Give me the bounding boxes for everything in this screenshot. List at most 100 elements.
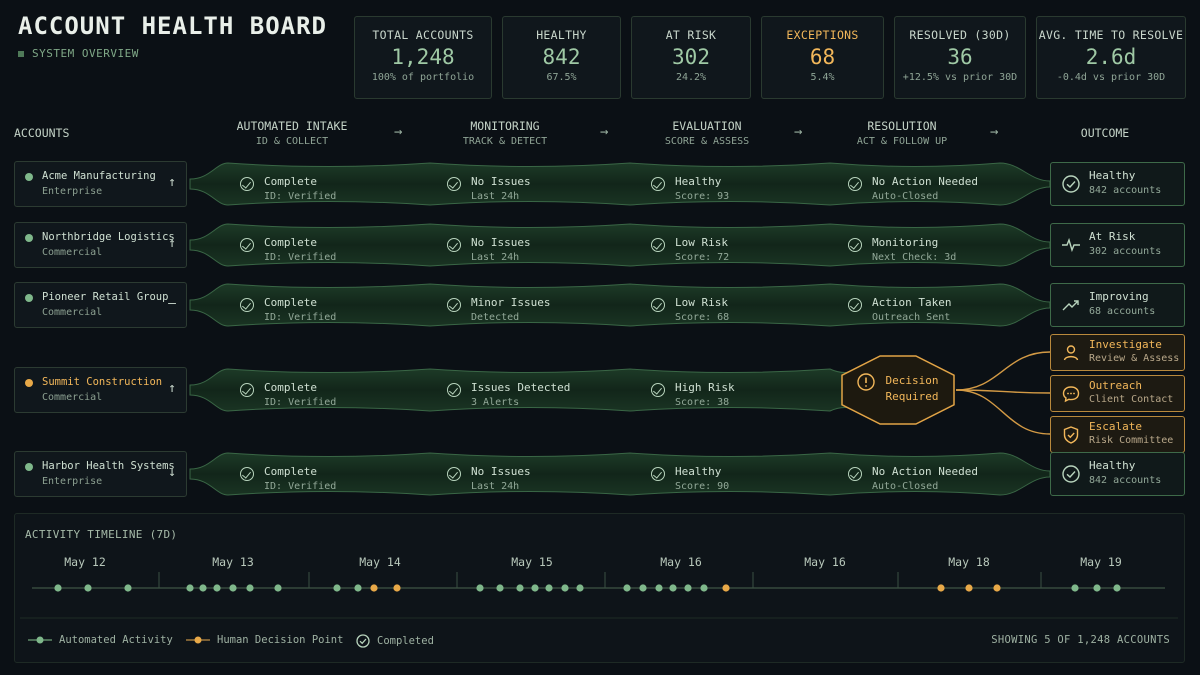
stat-label: TOTAL ACCOUNTS [372,28,474,42]
step-cell[interactable]: Low Risk Score: 72 [651,232,831,266]
outcome-card[interactable]: Improving 68 accounts [1050,283,1185,327]
account-card[interactable]: Pioneer Retail Group Commercial — [14,282,187,328]
decision-connector [955,389,1051,394]
step-cell[interactable]: Complete ID: Verified [240,232,420,266]
outcome-card[interactable]: At Risk 302 accounts [1050,223,1185,267]
outcome-label: Improving [1089,290,1149,303]
stage-sub: ACT & FOLLOW UP [856,136,948,147]
automated-activity-dot [655,584,663,592]
status-dot [25,379,33,387]
status-dot [25,294,33,302]
stat-exceptions[interactable]: EXCEPTIONS 68 5.4% [761,16,884,99]
stat-at-risk[interactable]: AT RISK 302 24.2% [631,16,751,99]
account-name: Acme Manufacturing [42,170,156,182]
stage-header-outcome: OUTCOME [1050,126,1160,141]
step-status: No Issues [471,236,531,249]
step-cell[interactable]: No Action Needed Auto-Closed [848,461,1028,495]
chat-bubble-icon [1061,384,1081,404]
legend-completed: Completed [356,634,434,648]
automated-activity-dot [639,584,647,592]
step-cell[interactable]: Issues Detected 3 Alerts [447,377,627,411]
account-card[interactable]: Acme Manufacturing Enterprise ↑ [14,161,187,207]
step-status: Healthy [675,175,722,188]
step-status: Healthy [675,465,722,478]
step-cell[interactable]: Minor Issues Detected [447,292,627,326]
decision-option-escalate[interactable]: Escalate Risk Committee [1050,416,1185,453]
stage-sub: TRACK & DETECT [462,136,548,147]
arrow-up-icon: ↑ [168,236,176,251]
step-cell[interactable]: Complete ID: Verified [240,461,420,495]
account-name: Summit Construction [42,376,163,388]
step-detail: Score: 68 [675,312,730,323]
stat-value: 36 [947,45,973,69]
step-cell[interactable]: Healthy Score: 90 [651,461,831,495]
stage-name: AUTOMATED INTAKE [236,119,348,133]
step-status: Complete [264,175,317,188]
option-detail: Client Contact [1089,394,1174,405]
step-detail: Next Check: 3d [872,252,957,263]
step-cell[interactable]: Healthy Score: 93 [651,171,831,205]
step-cell[interactable]: Complete ID: Verified [240,171,420,205]
decision-option-outreach[interactable]: Outreach Client Contact [1050,375,1185,412]
step-cell[interactable]: High Risk Score: 38 [651,377,831,411]
stat-value: 1,248 [391,45,455,69]
decision-option-investigate[interactable]: Investigate Review & Assess [1050,334,1185,371]
step-detail: ID: Verified [264,191,337,202]
step-cell[interactable]: No Issues Last 24h [447,171,627,205]
outcome-card[interactable]: Healthy 842 accounts [1050,452,1185,496]
automated-activity-dot [229,584,237,592]
step-cell[interactable]: No Action Needed Auto-Closed [848,171,1028,205]
decision-line-1: Decision [885,374,939,387]
stat-sub: 67.5% [546,72,577,83]
account-card[interactable]: Northbridge Logistics Commercial ↑ [14,222,187,268]
stat-label: AT RISK [665,28,717,42]
check-circle-icon [848,298,862,312]
outcome-card[interactable]: Healthy 842 accounts [1050,162,1185,206]
automated-activity-dot [54,584,62,592]
account-card[interactable]: Harbor Health Systems Enterprise ↓ [14,451,187,497]
stat-label: RESOLVED (30D) [909,28,1011,42]
account-name: Pioneer Retail Group [42,291,169,303]
option-label: Escalate [1089,420,1142,433]
stat-total-accounts[interactable]: TOTAL ACCOUNTS 1,248 100% of portfolio [354,16,492,99]
page-subtitle: SYSTEM OVERVIEW [18,47,139,60]
step-cell[interactable]: Action Taken Outreach Sent [848,292,1028,326]
human-decision-dot [722,584,730,592]
automated-activity-dot [700,584,708,592]
arrow-right-icon: → [990,124,999,140]
stat-resolved[interactable]: RESOLVED (30D) 36 +12.5% vs prior 30D [894,16,1026,99]
check-circle-icon [848,177,862,191]
check-circle-icon [1061,464,1081,484]
decision-line-2: Required [885,390,939,403]
human-decision-dot [370,584,378,592]
check-circle-icon [447,238,461,252]
automated-activity-dot [561,584,569,592]
option-label: Outreach [1089,379,1142,392]
stage-name: ACCOUNTS [14,126,70,140]
step-detail: Score: 90 [675,481,730,492]
alert-icon [857,373,875,391]
step-detail: Last 24h [471,481,520,492]
day-label: May 16 [660,555,702,569]
step-cell[interactable]: Low Risk Score: 68 [651,292,831,326]
step-cell[interactable]: No Issues Last 24h [447,232,627,266]
status-dot [25,173,33,181]
account-card[interactable]: Summit Construction Commercial ↑ [14,367,187,413]
showing-count: SHOWING 5 OF 1,248 ACCOUNTS [991,634,1170,646]
account-type: Commercial [42,247,103,258]
decision-required-label[interactable]: Decision Required [858,373,966,405]
stat-avg-time[interactable]: AVG. TIME TO RESOLVE 2.6d -0.4d vs prior… [1036,16,1186,99]
step-cell[interactable]: Complete ID: Verified [240,292,420,326]
automated-activity-dot [516,584,524,592]
step-cell[interactable]: No Issues Last 24h [447,461,627,495]
step-cell[interactable]: Complete ID: Verified [240,377,420,411]
day-label: May 19 [1080,555,1122,569]
step-cell[interactable]: Monitoring Next Check: 3d [848,232,1028,266]
arrow-right-icon: → [600,124,609,140]
check-circle-icon [651,177,665,191]
stat-healthy[interactable]: HEALTHY 842 67.5% [502,16,621,99]
check-circle-icon [240,298,254,312]
step-status: Complete [264,296,317,309]
step-detail: Outreach Sent [872,312,951,323]
